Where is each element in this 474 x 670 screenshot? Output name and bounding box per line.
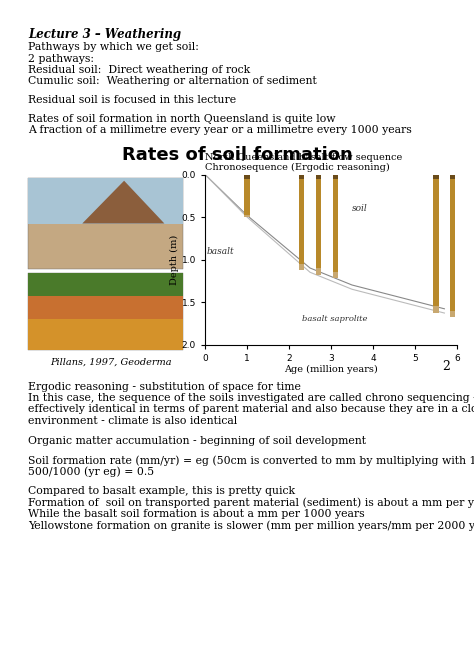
Text: 2: 2 [442, 360, 450, 373]
Bar [28, 273, 183, 350]
Bar [450, 179, 456, 310]
Text: Formation of  soil on transported parent material (sediment) is about a mm per y: Formation of soil on transported parent … [28, 498, 474, 508]
Bar [316, 179, 321, 268]
Text: Cumulic soil:  Weathering or alternation of sediment: Cumulic soil: Weathering or alternation … [28, 76, 317, 86]
Bar [28, 178, 183, 224]
Text: basalt saprolite: basalt saprolite [301, 315, 367, 323]
Text: 500/1000 (yr eg) = 0.5: 500/1000 (yr eg) = 0.5 [28, 466, 154, 477]
Bar [450, 310, 456, 318]
Text: Rates of soil formation: Rates of soil formation [122, 147, 352, 165]
Text: Rates of soil formation in north Queensland is quite low: Rates of soil formation in north Queensl… [28, 113, 336, 123]
Text: North Queensland basalt flow sequence
Chronosequence (Ergodic reasoning): North Queensland basalt flow sequence Ch… [205, 153, 402, 172]
Bar [299, 179, 304, 264]
Bar [434, 306, 438, 313]
Bar [245, 174, 249, 179]
Text: Compared to basalt example, this is pretty quick: Compared to basalt example, this is pret… [28, 486, 295, 496]
Bar [434, 179, 438, 306]
Bar [299, 264, 304, 270]
Text: Residual soil is focused in this lecture: Residual soil is focused in this lecture [28, 95, 236, 105]
Bar [333, 174, 337, 179]
Text: In this case, the sequence of the soils investigated are called chrono sequencin: In this case, the sequence of the soils … [28, 393, 474, 403]
Text: Pathways by which we get soil:: Pathways by which we get soil: [28, 42, 199, 52]
Bar [28, 319, 183, 350]
Text: A fraction of a millimetre every year or a millimetre every 1000 years: A fraction of a millimetre every year or… [28, 125, 412, 135]
Bar [245, 179, 249, 215]
Bar [434, 174, 438, 179]
Bar [316, 268, 321, 275]
Text: While the basalt soil formation is about a mm per 1000 years: While the basalt soil formation is about… [28, 509, 365, 519]
Text: Organic matter accumulation - beginning of soil development: Organic matter accumulation - beginning … [28, 436, 366, 446]
X-axis label: Age (million years): Age (million years) [284, 365, 378, 375]
Text: Residual soil:  Direct weathering of rock: Residual soil: Direct weathering of rock [28, 65, 250, 75]
Text: Pillans, 1997, Geoderma: Pillans, 1997, Geoderma [50, 358, 172, 366]
Text: effectively identical in terms of parent material and also because they are in a: effectively identical in terms of parent… [28, 405, 474, 415]
Bar [28, 295, 183, 319]
Text: soil: soil [352, 204, 368, 213]
Bar [450, 174, 456, 179]
Text: environment - climate is also identical: environment - climate is also identical [28, 416, 237, 426]
Text: Ergodic reasoning - substitution of space for time: Ergodic reasoning - substitution of spac… [28, 381, 301, 391]
Text: Soil formation rate (mm/yr) = eg (50cm is converted to mm by multiplying with 10: Soil formation rate (mm/yr) = eg (50cm i… [28, 455, 474, 466]
Text: basalt: basalt [207, 247, 235, 256]
Polygon shape [82, 181, 164, 224]
Text: 2 pathways:: 2 pathways: [28, 54, 94, 64]
Text: Lecture 3 – Weathering: Lecture 3 – Weathering [28, 28, 181, 41]
Y-axis label: Depth (m): Depth (m) [170, 234, 179, 285]
Bar [333, 272, 337, 278]
Bar [28, 178, 183, 269]
Bar [333, 179, 337, 272]
Text: Yellowstone formation on granite is slower (mm per million years/mm per 2000 yea: Yellowstone formation on granite is slow… [28, 521, 474, 531]
Bar [28, 273, 183, 295]
Bar [316, 174, 321, 179]
Bar [299, 174, 304, 179]
Bar [245, 215, 249, 217]
